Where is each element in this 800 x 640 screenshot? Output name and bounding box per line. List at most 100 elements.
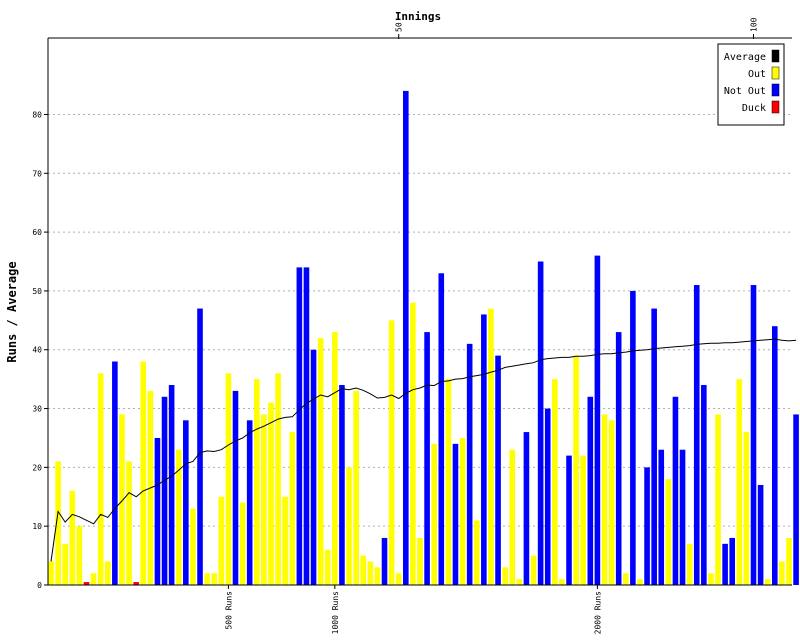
legend-label-not-out: Not Out bbox=[724, 86, 766, 97]
bar-innings-65 bbox=[502, 567, 508, 585]
bar-innings-66 bbox=[509, 449, 516, 585]
bar-innings-97 bbox=[729, 537, 736, 585]
bar-innings-51 bbox=[403, 90, 409, 585]
legend: Average Out Not Out Duck bbox=[717, 43, 785, 126]
bar-innings-30 bbox=[253, 379, 260, 585]
bar-innings-5 bbox=[76, 526, 83, 585]
y-tick-label: 20 bbox=[32, 463, 42, 472]
bar-innings-96 bbox=[722, 543, 728, 585]
bar-innings-100 bbox=[750, 285, 757, 585]
bar-innings-50 bbox=[395, 573, 402, 585]
milestone-label: 2000 Runs bbox=[593, 591, 602, 635]
legend-label-out: Out bbox=[748, 69, 766, 80]
bar-innings-22 bbox=[197, 308, 203, 585]
y-axis-label: Runs / Average bbox=[5, 261, 19, 362]
bar-innings-52 bbox=[410, 302, 416, 585]
legend-label-duck: Duck bbox=[742, 103, 766, 114]
bar-innings-32 bbox=[268, 402, 274, 585]
bar-innings-79 bbox=[601, 414, 608, 585]
bar-innings-47 bbox=[374, 567, 381, 585]
bar-innings-101 bbox=[757, 485, 764, 585]
bar-innings-48 bbox=[381, 537, 388, 585]
bar-innings-37 bbox=[303, 267, 310, 585]
bar-innings-56 bbox=[438, 273, 445, 585]
bar-innings-8 bbox=[97, 373, 104, 585]
bar-innings-76 bbox=[580, 455, 586, 585]
labels-group: Innings Runs / Average 500 Runs 1000 Runs… bbox=[5, 10, 602, 634]
bar-innings-81 bbox=[615, 332, 622, 585]
average-line-group bbox=[50, 338, 797, 562]
bar-innings-95 bbox=[715, 414, 721, 585]
bar-innings-25 bbox=[218, 496, 225, 585]
bar-innings-4 bbox=[69, 490, 76, 585]
y-tick-label: 60 bbox=[32, 228, 42, 237]
axes-group: 0 10 20 30 40 50 60 70 80 50 100 bbox=[32, 17, 792, 590]
bar-innings-27 bbox=[232, 390, 239, 585]
bar-innings-19 bbox=[175, 449, 182, 585]
bar-innings-34 bbox=[282, 496, 288, 585]
bar-innings-31 bbox=[261, 414, 267, 585]
bar-innings-61 bbox=[473, 520, 480, 585]
legend-swatch-average bbox=[771, 49, 780, 63]
bar-innings-7 bbox=[90, 573, 97, 585]
y-tick-label: 50 bbox=[32, 287, 42, 296]
y-tick-label: 30 bbox=[32, 405, 42, 414]
bar-innings-28 bbox=[239, 502, 246, 585]
bar-innings-24 bbox=[211, 573, 218, 585]
bar-innings-2 bbox=[55, 461, 61, 585]
average-line bbox=[50, 338, 797, 562]
bar-innings-45 bbox=[360, 555, 367, 585]
bar-innings-13 bbox=[133, 582, 139, 585]
bar-innings-89 bbox=[672, 396, 679, 585]
bar-innings-77 bbox=[587, 396, 594, 585]
legend-label-average: Average bbox=[724, 52, 766, 63]
bar-innings-68 bbox=[523, 432, 530, 585]
bar-innings-38 bbox=[310, 349, 317, 585]
bar-innings-71 bbox=[544, 408, 551, 585]
bar-innings-11 bbox=[119, 414, 125, 585]
bar-innings-14 bbox=[140, 361, 147, 585]
bar-innings-99 bbox=[743, 432, 750, 585]
bar-innings-40 bbox=[324, 549, 331, 585]
bar-innings-69 bbox=[530, 555, 537, 585]
bar-innings-39 bbox=[317, 337, 324, 585]
bar-innings-35 bbox=[289, 432, 296, 585]
bar-innings-42 bbox=[339, 385, 345, 585]
bar-innings-87 bbox=[658, 449, 665, 585]
bar-innings-18 bbox=[168, 385, 175, 585]
bar-innings-106 bbox=[793, 414, 799, 585]
bar-innings-84 bbox=[637, 579, 643, 585]
legend-swatch-not-out bbox=[771, 83, 780, 97]
bar-innings-60 bbox=[466, 343, 473, 585]
top-axis-tick-label: 100 bbox=[750, 17, 759, 32]
y-tick-label: 70 bbox=[32, 169, 42, 178]
bar-innings-94 bbox=[708, 573, 714, 585]
bar-innings-70 bbox=[537, 261, 544, 585]
bar-innings-72 bbox=[552, 379, 558, 585]
bar-innings-36 bbox=[296, 267, 303, 585]
bar-innings-78 bbox=[594, 255, 601, 585]
bars-group bbox=[48, 90, 799, 585]
bar-innings-93 bbox=[701, 385, 707, 585]
bar-innings-92 bbox=[693, 285, 700, 585]
bar-innings-41 bbox=[332, 332, 338, 585]
y-tick-label: 80 bbox=[32, 110, 42, 119]
bar-innings-26 bbox=[225, 373, 232, 585]
bar-innings-73 bbox=[559, 579, 565, 585]
bar-innings-85 bbox=[644, 467, 650, 585]
legend-swatch-out bbox=[771, 66, 780, 80]
bar-innings-12 bbox=[126, 461, 132, 585]
bar-innings-67 bbox=[516, 579, 523, 585]
bar-innings-83 bbox=[630, 290, 636, 585]
grid-lines bbox=[48, 113, 792, 527]
milestone-label: 500 Runs bbox=[224, 591, 233, 630]
bar-innings-98 bbox=[736, 379, 743, 585]
bar-innings-57 bbox=[445, 379, 452, 585]
bar-innings-16 bbox=[154, 437, 161, 585]
bar-innings-82 bbox=[622, 573, 629, 585]
bar-innings-58 bbox=[452, 443, 459, 585]
bar-innings-3 bbox=[62, 543, 68, 585]
bar-innings-91 bbox=[686, 543, 693, 585]
